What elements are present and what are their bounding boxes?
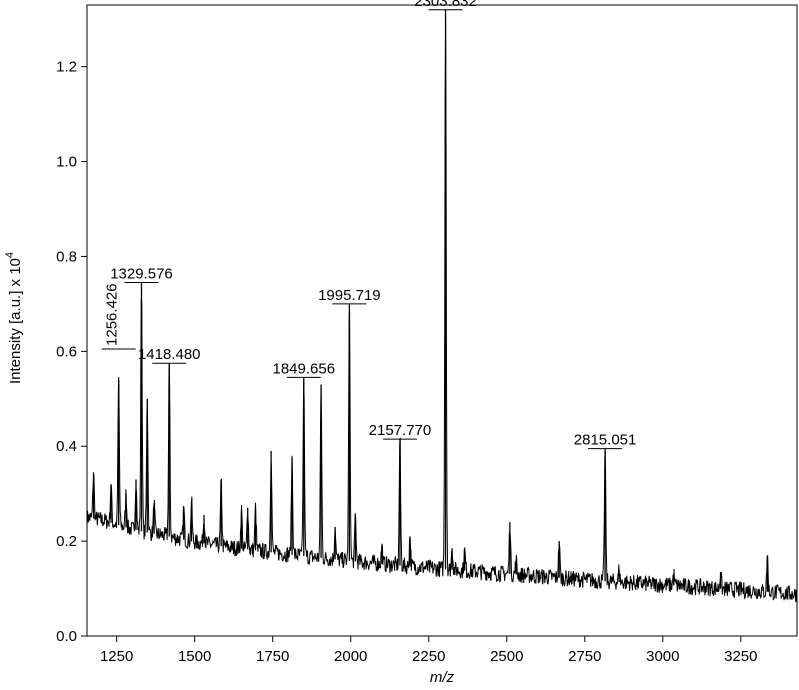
peak-label: 1995.719 — [318, 287, 381, 304]
y-tick-label: 0.2 — [56, 533, 77, 550]
y-tick-label: 0.4 — [56, 438, 77, 455]
y-tick-label: 0.6 — [56, 343, 77, 360]
y-tick-label: 1.0 — [56, 154, 77, 171]
y-axis-title-exponent: 4 — [4, 252, 16, 258]
x-tick-label: 2500 — [490, 648, 523, 665]
peak-label: 2157.770 — [369, 422, 432, 439]
x-axis-title: m/z — [430, 669, 455, 686]
x-tick-label: 2250 — [412, 648, 445, 665]
peak-label: 1329.576 — [110, 266, 173, 283]
peak-apex-marks — [92, 9, 769, 592]
y-tick-label: 1.2 — [56, 59, 77, 76]
x-tick-label: 1250 — [100, 648, 133, 665]
y-axis-title-text: Intensity [a.u.] x 10 — [7, 258, 24, 384]
spectrum-trace — [86, 18, 798, 603]
x-axis: 1250 1500 1750 2000 2250 2500 2750 3000 3250 — [100, 636, 758, 665]
peak-label: 1418.480 — [138, 346, 201, 363]
peak-label: 2815.051 — [574, 432, 637, 449]
plot-frame — [86, 4, 798, 637]
x-tick-label: 1500 — [178, 648, 211, 665]
x-tick-label: 3000 — [646, 648, 679, 665]
y-axis: 0.0 0.2 0.4 0.6 0.8 1.0 1.2 — [56, 59, 87, 645]
x-tick-label: 2000 — [334, 648, 367, 665]
peak-label: 1256.426 — [104, 283, 121, 346]
x-tick-label: 3250 — [724, 648, 757, 665]
y-tick-label: 0.0 — [56, 628, 77, 645]
y-tick-label: 0.8 — [56, 248, 77, 265]
peak-label: 2303.832 — [414, 0, 477, 10]
x-tick-label: 1750 — [256, 648, 289, 665]
y-axis-title: Intensity [a.u.] x 104 — [4, 252, 24, 384]
peak-label: 1849.656 — [273, 360, 336, 377]
x-tick-label: 2750 — [568, 648, 601, 665]
